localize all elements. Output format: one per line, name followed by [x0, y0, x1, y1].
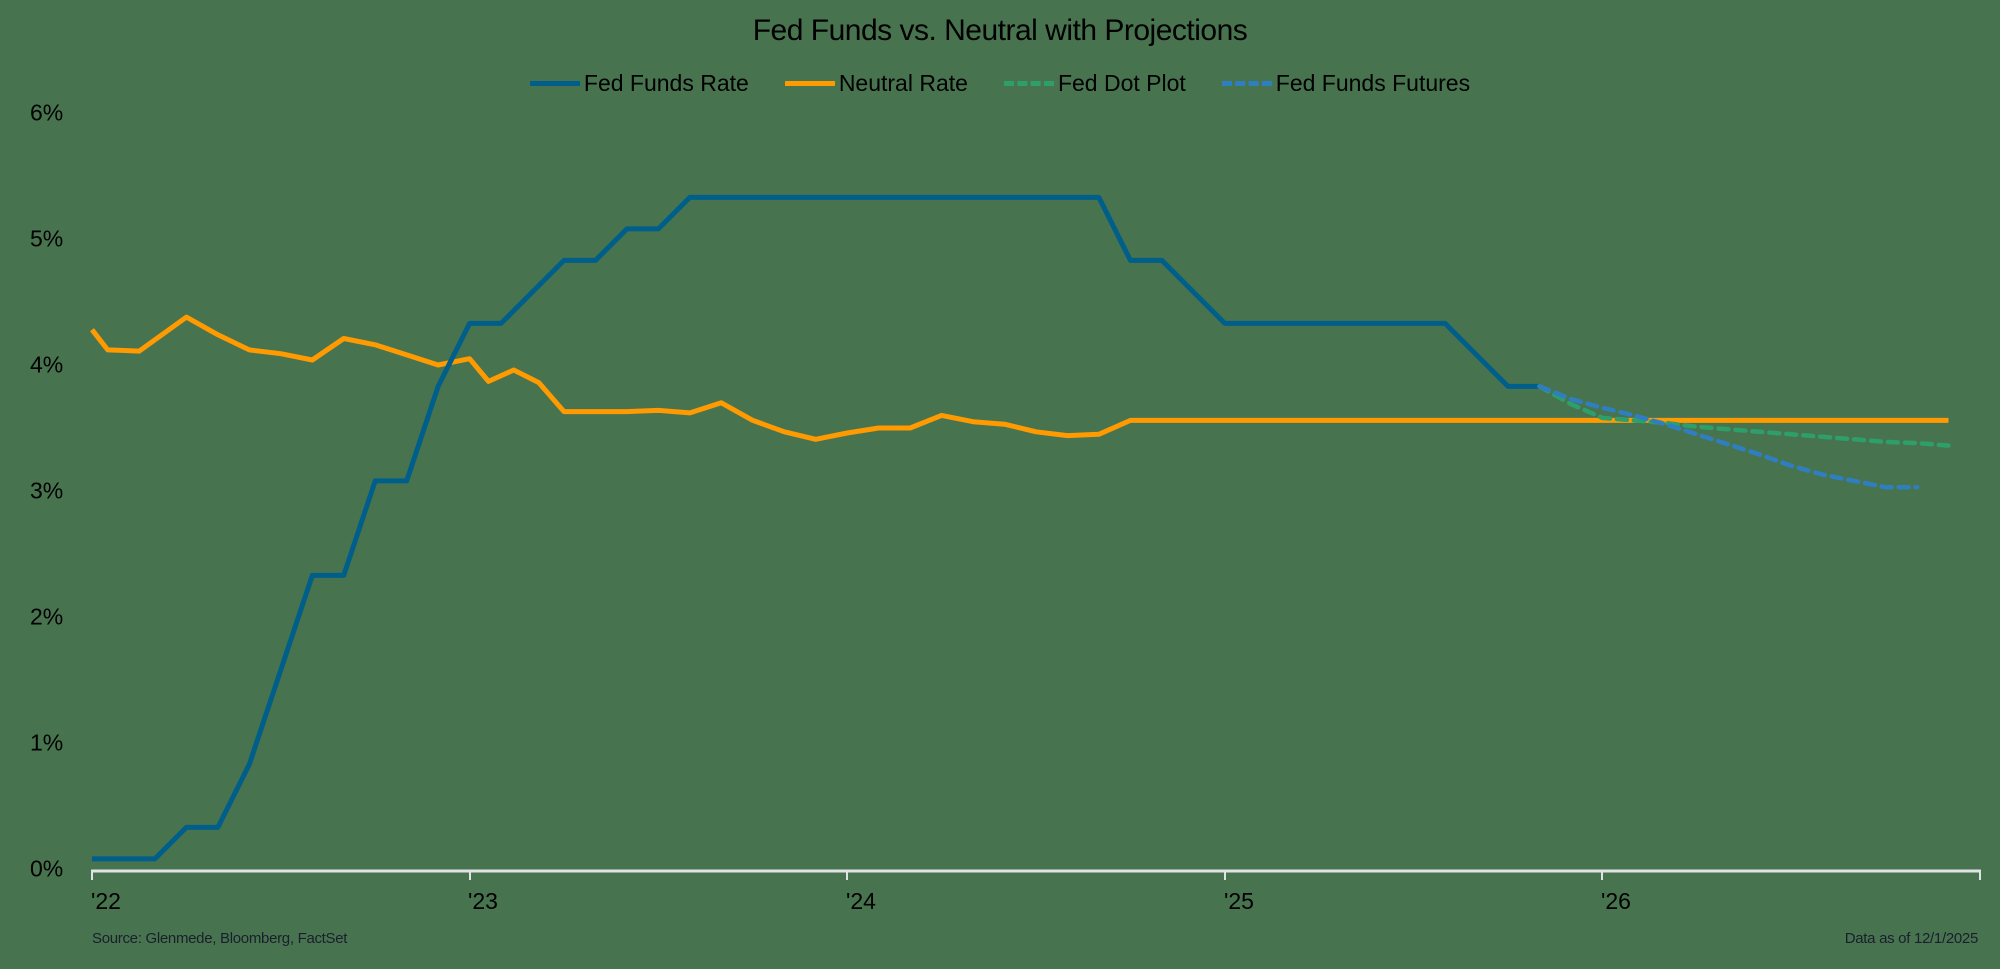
legend-label: Fed Funds Rate: [583, 70, 749, 96]
series-layer: [90, 194, 1951, 862]
data-as-of-note: Data as of 12/1/2025: [1844, 930, 1979, 947]
x-tick-label: '24: [846, 888, 876, 914]
chart-title: Fed Funds vs. Neutral with Projections: [752, 14, 1248, 47]
x-tick-label: '23: [468, 888, 498, 914]
y-tick-label: 2%: [30, 603, 64, 630]
source-note: Source: Glenmede, Bloomberg, FactSet: [92, 930, 348, 947]
dashed-line-swatch-icon: [1003, 81, 1054, 86]
x-tick-label: '26: [1601, 888, 1631, 914]
solid-line-swatch-icon: [529, 81, 580, 86]
series-line-fed-dot-plot: [1537, 384, 1951, 448]
x-axis-ticks: [91, 871, 1981, 880]
y-tick-label: 0%: [30, 855, 64, 882]
solid-line-swatch-icon: [784, 81, 835, 86]
series-line-fed-funds-rate: [92, 194, 1540, 862]
legend-item-neutral-rate: Neutral Rate: [784, 70, 968, 97]
chart-legend: Fed Funds Rate Neutral Rate Fed Dot Plot…: [0, 70, 2000, 97]
legend-label: Fed Dot Plot: [1057, 70, 1186, 96]
series-line-neutral-rate: [90, 314, 1949, 442]
legend-label: Neutral Rate: [838, 70, 968, 96]
y-tick-label: 3%: [30, 477, 64, 504]
legend-label: Fed Funds Futures: [1275, 70, 1471, 96]
dashed-line-swatch-icon: [1221, 81, 1272, 86]
y-tick-label: 4%: [30, 351, 64, 378]
y-tick-label: 5%: [30, 225, 64, 252]
legend-item-fed-funds-rate: Fed Funds Rate: [529, 70, 749, 97]
y-tick-label: 6%: [30, 99, 64, 126]
legend-item-fed-funds-futures: Fed Funds Futures: [1221, 70, 1471, 97]
x-tick-label: '22: [91, 888, 121, 914]
y-tick-label: 1%: [30, 729, 64, 756]
legend-item-fed-dot-plot: Fed Dot Plot: [1003, 70, 1186, 97]
series-line-fed-funds-futures: [1537, 384, 1920, 490]
x-tick-label: '25: [1224, 888, 1254, 914]
